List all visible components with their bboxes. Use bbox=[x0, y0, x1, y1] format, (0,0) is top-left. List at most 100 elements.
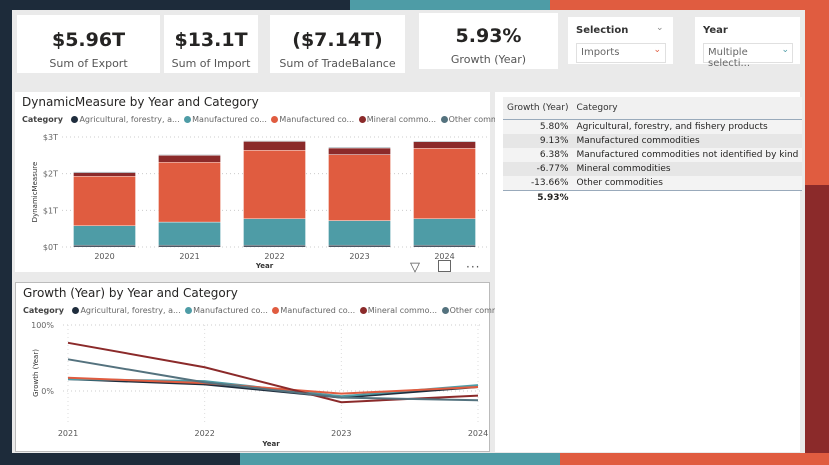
legend-item[interactable]: Mineral commo... bbox=[367, 306, 438, 315]
chart-legend: Category Agricultural, forestry, a... Ma… bbox=[23, 306, 512, 315]
x-tick-label: 2021 bbox=[179, 252, 199, 261]
bar-segment bbox=[328, 154, 391, 221]
slicer-title: Year bbox=[703, 25, 728, 36]
bar-segment bbox=[328, 244, 391, 248]
kpi-value: $5.96T bbox=[51, 29, 126, 51]
kpi-value: 5.93% bbox=[455, 25, 522, 47]
kpi-card-import[interactable]: $13.1T Sum of Import bbox=[164, 15, 258, 73]
bar-segment bbox=[243, 244, 306, 248]
report-canvas: $5.96T Sum of Export $13.1T Sum of Impor… bbox=[12, 10, 805, 453]
table-row[interactable]: 6.38% Manufactured commodities not identi… bbox=[503, 147, 803, 162]
total-blank bbox=[572, 189, 803, 205]
bar-segment bbox=[158, 221, 221, 246]
legend-title: Category bbox=[22, 115, 63, 124]
chart-legend: Category Agricultural, forestry, a... Ma… bbox=[22, 115, 511, 124]
bar-segment bbox=[328, 147, 391, 149]
line-chart-svg: 100% 0% 2021 2022 2023 2024 Year Growth (Year) bbox=[31, 321, 488, 448]
top-stripe-orange bbox=[550, 0, 829, 10]
dropdown-value: Multiple selecti... bbox=[708, 47, 751, 69]
legend-item[interactable]: Mineral commo... bbox=[366, 115, 437, 124]
legend-dot-icon bbox=[358, 116, 366, 123]
kpi-label: Sum of Export bbox=[49, 57, 128, 70]
legend-dot-icon bbox=[359, 307, 367, 314]
total-cell: 5.93% bbox=[503, 189, 573, 205]
bottom-stripe-orange bbox=[560, 453, 829, 465]
focus-mode-icon[interactable] bbox=[438, 260, 451, 272]
x-tick-label: 2024 bbox=[434, 252, 454, 261]
growth-table-visual[interactable]: Growth (Year) Category 5.80% Agricultural… bbox=[495, 92, 803, 452]
x-tick-label: 2024 bbox=[468, 429, 488, 438]
bar-segment bbox=[73, 176, 136, 226]
y-axis-title: DynamicMeasure bbox=[31, 162, 39, 223]
right-stripe-red bbox=[805, 185, 829, 465]
legend-dot-icon bbox=[72, 307, 80, 314]
x-tick-label: 2020 bbox=[94, 252, 114, 261]
chevron-down-icon: ⌄ bbox=[653, 45, 661, 55]
bar-segment bbox=[413, 140, 476, 142]
legend-dot-icon bbox=[184, 116, 192, 123]
more-options-icon[interactable]: ··· bbox=[466, 260, 481, 274]
legend-dot-icon bbox=[185, 307, 193, 314]
x-tick-label: 2022 bbox=[264, 252, 284, 261]
y-tick-label: $1T bbox=[43, 206, 58, 215]
bar-segment bbox=[73, 171, 136, 173]
legend-item[interactable]: Manufactured co... bbox=[192, 115, 267, 124]
bar-segment bbox=[243, 140, 306, 142]
chevron-down-icon: ⌄ bbox=[781, 45, 789, 55]
kpi-label: Growth (Year) bbox=[450, 53, 527, 66]
growth-cell: -6.77% bbox=[503, 161, 573, 176]
legend-item[interactable]: Agricultural, forestry, a... bbox=[79, 115, 180, 124]
dropdown-value: Imports bbox=[581, 47, 620, 58]
kpi-card-growth[interactable]: 5.93% Growth (Year) bbox=[419, 13, 558, 69]
legend-item[interactable]: Other commo... bbox=[448, 115, 512, 124]
bar-chart-visual[interactable]: DynamicMeasure by Year and Category Cate… bbox=[15, 92, 511, 272]
column-header[interactable]: Growth (Year) bbox=[503, 97, 573, 120]
top-stripe-teal bbox=[350, 0, 550, 10]
legend-item[interactable]: Manufactured co... bbox=[279, 115, 355, 124]
selection-dropdown[interactable]: Imports ⌄ bbox=[576, 43, 666, 63]
chart-title: DynamicMeasure by Year and Category bbox=[22, 95, 259, 109]
year-dropdown[interactable]: Multiple selecti... ⌄ bbox=[703, 43, 793, 69]
table-row[interactable]: 9.13% Manufactured commodities bbox=[503, 133, 803, 148]
legend-item[interactable]: Manufactured co... bbox=[280, 306, 356, 315]
legend-item[interactable]: Agricultural, forestry, a... bbox=[80, 306, 181, 315]
x-axis-title: Year bbox=[255, 262, 274, 270]
chevron-down-icon[interactable]: ⌄ bbox=[656, 23, 664, 33]
table-row[interactable]: -13.66% Other commodities bbox=[503, 175, 803, 190]
bottom-stripe-navy bbox=[0, 453, 240, 465]
bar-segment bbox=[413, 218, 476, 246]
kpi-card-export[interactable]: $5.96T Sum of Export bbox=[17, 15, 160, 73]
bar-segment bbox=[73, 172, 136, 177]
category-cell: Manufactured commodities bbox=[572, 133, 803, 148]
kpi-value: $13.1T bbox=[174, 29, 248, 51]
kpi-card-tradebalance[interactable]: ($7.14T) Sum of TradeBalance bbox=[270, 15, 405, 73]
table-row[interactable]: 5.80% Agricultural, forestry, and fishery… bbox=[503, 119, 803, 134]
legend-dot-icon bbox=[440, 116, 448, 123]
bar-segment bbox=[158, 154, 221, 156]
legend-title: Category bbox=[23, 306, 64, 315]
growth-cell: -13.66% bbox=[503, 175, 573, 190]
x-axis-title: Year bbox=[261, 440, 280, 448]
column-header[interactable]: Category bbox=[572, 97, 803, 120]
kpi-label: Sum of TradeBalance bbox=[279, 57, 396, 70]
legend-item[interactable]: Other commo... bbox=[449, 306, 513, 315]
y-axis-title: Growth (Year) bbox=[32, 349, 40, 397]
table-row[interactable]: -6.77% Mineral commodities bbox=[503, 161, 803, 176]
x-tick-label: 2023 bbox=[349, 252, 369, 261]
bar-segment bbox=[243, 150, 306, 219]
slicer-title: Selection bbox=[576, 25, 629, 36]
growth-cell: 9.13% bbox=[503, 133, 573, 148]
y-tick-label: $3T bbox=[43, 133, 58, 142]
y-tick-label: $2T bbox=[43, 170, 58, 179]
legend-item[interactable]: Manufactured co... bbox=[193, 306, 268, 315]
kpi-value: ($7.14T) bbox=[292, 29, 383, 51]
y-tick-label: $0T bbox=[43, 243, 58, 252]
line-chart-visual[interactable]: Growth (Year) by Year and Category Categ… bbox=[15, 282, 512, 452]
legend-dot-icon bbox=[271, 116, 279, 123]
filter-icon[interactable]: ▽ bbox=[410, 260, 420, 275]
legend-dot-icon bbox=[71, 116, 79, 123]
legend-dot-icon bbox=[272, 307, 280, 314]
bar-chart-svg: $0T $1T $2T $3T 2020 2021 2022 2023 2024 Year Dyna… bbox=[31, 133, 487, 270]
series-line bbox=[67, 358, 479, 402]
series-line bbox=[67, 341, 479, 404]
